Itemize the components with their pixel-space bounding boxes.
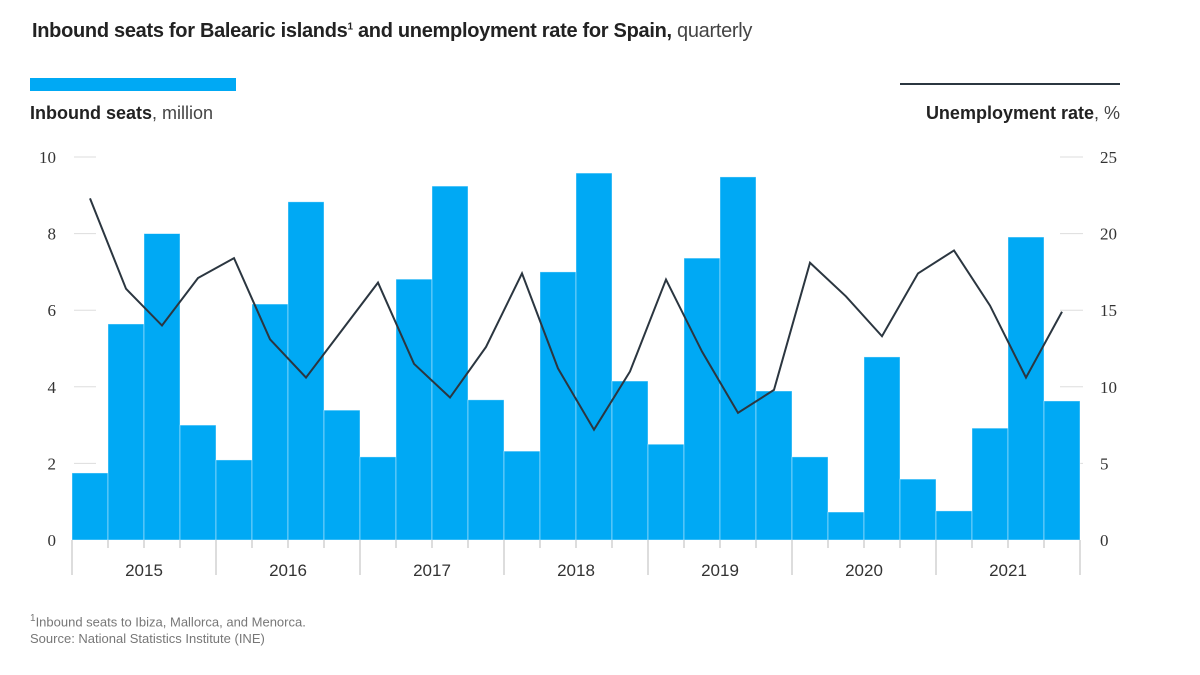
x-tick-label: 2021 xyxy=(989,561,1027,580)
left-tick-label: 0 xyxy=(48,531,57,550)
bar xyxy=(179,424,217,541)
bar xyxy=(71,472,109,541)
right-tick-label: 25 xyxy=(1100,148,1117,167)
bar xyxy=(359,456,397,541)
bar xyxy=(827,511,865,541)
x-tick-label: 2017 xyxy=(413,561,451,580)
bar xyxy=(503,450,541,541)
bar xyxy=(467,399,505,541)
bar xyxy=(395,278,433,541)
bar xyxy=(539,271,577,541)
x-tick-label: 2015 xyxy=(125,561,163,580)
bar xyxy=(215,459,253,541)
x-tick-label: 2019 xyxy=(701,561,739,580)
bar xyxy=(431,185,469,541)
bar xyxy=(251,303,289,541)
x-tick-label: 2020 xyxy=(845,561,883,580)
bar xyxy=(323,409,361,541)
right-tick-label: 0 xyxy=(1100,531,1109,550)
bar xyxy=(863,356,901,541)
left-tick-label: 10 xyxy=(39,148,56,167)
left-tick-label: 6 xyxy=(48,301,57,320)
bar xyxy=(143,233,181,541)
right-tick-label: 20 xyxy=(1100,225,1117,244)
legend-swatch-unemployment xyxy=(900,83,1120,85)
legend-seats: Inbound seats, million xyxy=(30,103,214,123)
right-tick-label: 15 xyxy=(1100,301,1117,320)
bar xyxy=(755,390,793,541)
bar xyxy=(1007,236,1045,541)
bar xyxy=(1043,400,1081,541)
left-tick-label: 4 xyxy=(48,378,57,397)
bar xyxy=(935,510,973,541)
left-tick-label: 2 xyxy=(48,454,57,473)
right-tick-label: 5 xyxy=(1100,454,1109,473)
bar xyxy=(971,427,1009,541)
bar xyxy=(899,478,937,541)
bar xyxy=(683,257,721,541)
footnote: 1Inbound seats to Ibiza, Mallorca, and M… xyxy=(30,613,306,647)
chart-title: Inbound seats for Balearic islands1 and … xyxy=(32,20,753,42)
right-tick-label: 10 xyxy=(1100,378,1117,397)
legend-unemployment: Unemployment rate, % xyxy=(925,103,1120,123)
bar xyxy=(107,323,145,541)
bar xyxy=(791,456,829,541)
x-tick-label: 2018 xyxy=(557,561,595,580)
bar xyxy=(611,380,649,541)
unemployment-line xyxy=(89,197,1063,432)
bar xyxy=(575,172,613,541)
legend-swatch-seats xyxy=(30,78,236,91)
left-tick-label: 8 xyxy=(48,225,57,244)
bar xyxy=(647,443,685,541)
bar xyxy=(287,201,325,541)
x-tick-label: 2016 xyxy=(269,561,307,580)
bar xyxy=(719,176,757,541)
